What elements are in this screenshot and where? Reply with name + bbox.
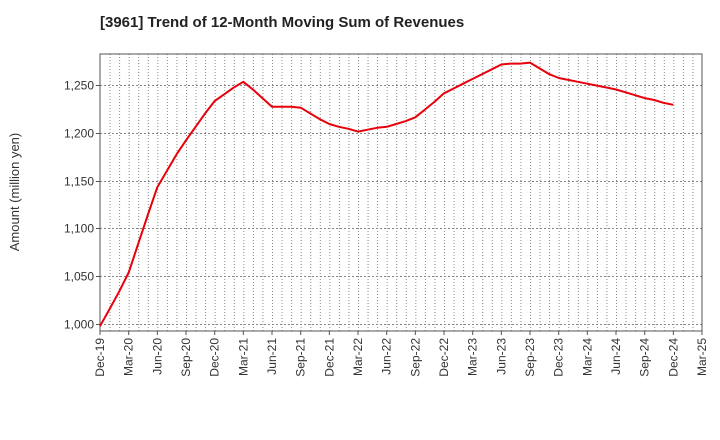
x-tick-label: Mar-21 [236, 338, 250, 376]
x-tick-label: Mar-24 [580, 338, 594, 376]
x-axis: Dec-19 Mar-20 Jun-20 Sep-20 Dec-20 Mar-21 Jun-… [93, 331, 709, 377]
x-tick-label: Jun-22 [380, 338, 394, 375]
x-tick-label: Dec-21 [322, 338, 336, 377]
x-tick-label: Jun-21 [265, 338, 279, 375]
chart-title: [3961] Trend of 12-Month Moving Sum of R… [100, 14, 465, 31]
x-tick-label: Jun-23 [494, 338, 508, 375]
x-tick-label: Dec-20 [208, 338, 222, 377]
x-tick-label: Sep-22 [408, 338, 422, 377]
y-axis: 1,000 1,050 1,100 1,150 1,200 1,250 [64, 79, 100, 332]
x-tick-label: Mar-22 [351, 338, 365, 376]
series-layer [99, 61, 674, 327]
y-tick-label: 1,150 [64, 175, 94, 189]
y-tick-label: 1,050 [64, 270, 94, 284]
x-tick-label: Dec-22 [437, 338, 451, 377]
y-tick-label: 1,000 [64, 318, 94, 332]
x-tick-label: Dec-24 [666, 338, 680, 377]
y-tick-label: 1,100 [64, 222, 94, 236]
y-tick-label: 1,200 [64, 127, 94, 141]
y-axis-title: Amount (million yen) [7, 133, 22, 252]
series-line [99, 61, 674, 327]
y-tick-label: 1,250 [64, 79, 94, 93]
x-tick-label: Mar-25 [695, 338, 709, 376]
x-tick-label: Sep-24 [638, 338, 652, 377]
x-tick-label: Sep-20 [179, 338, 193, 377]
x-tick-label: Jun-20 [150, 338, 164, 375]
x-tick-label: Dec-19 [93, 338, 107, 377]
x-tick-label: Sep-23 [523, 338, 537, 377]
x-tick-label: Sep-21 [294, 338, 308, 377]
x-tick-label: Mar-20 [122, 338, 136, 376]
plot-area [99, 53, 703, 332]
grid-lines [100, 54, 702, 331]
x-tick-label: Mar-23 [466, 338, 480, 376]
x-tick-label: Dec-23 [552, 338, 566, 377]
x-tick-label: Jun-24 [609, 338, 623, 375]
